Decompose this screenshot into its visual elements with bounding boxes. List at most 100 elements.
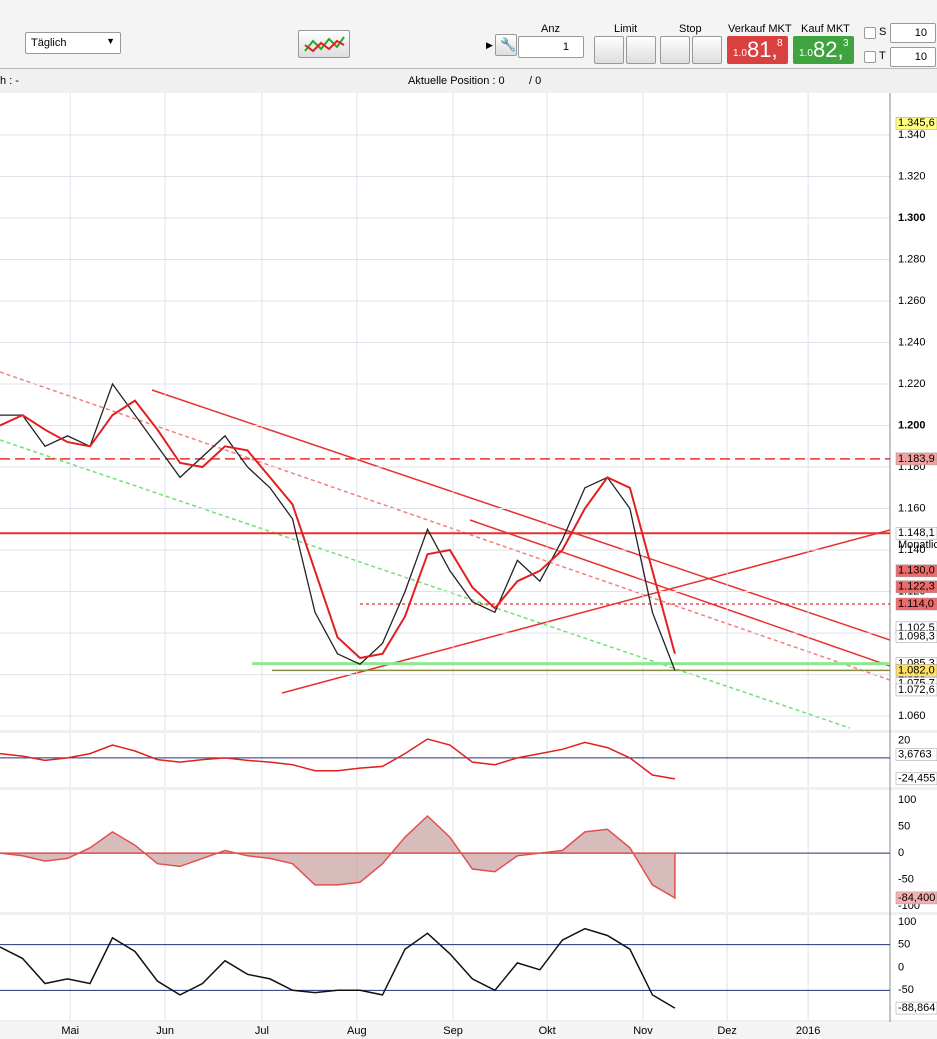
level-label: 1.345,6 [898, 117, 935, 129]
y-tick-label: 1.240 [898, 336, 926, 348]
price-prefix: 1.0 [799, 48, 813, 59]
anz-input[interactable]: 1 [518, 36, 584, 58]
t-checkbox[interactable] [864, 51, 876, 63]
y-tick-label: 0 [898, 961, 904, 973]
value-box [895, 748, 937, 761]
level-note: Monatlic [898, 539, 937, 551]
price-suffix: 8 [777, 38, 783, 49]
level-label: 1.130,0 [898, 565, 935, 577]
level-box [895, 526, 937, 540]
y-tick-label: 100 [898, 794, 916, 806]
value-box [895, 772, 937, 786]
level-label: 1.122,3 [898, 581, 935, 593]
level-label: 1.082,0 [898, 664, 935, 676]
icon [304, 36, 345, 53]
arrow: ▶ [486, 40, 493, 50]
x-tick-label: Dez [717, 1025, 737, 1037]
t-label: T [879, 50, 886, 62]
t-input[interactable]: 10 [890, 47, 936, 67]
chart-tool[interactable] [298, 30, 350, 58]
level-label: 1.114,0 [898, 598, 934, 610]
value-label: -88,864 [898, 1002, 935, 1014]
position: Aktuelle Position : 0 [408, 75, 505, 87]
x-tick-label: Okt [539, 1025, 556, 1037]
y-tick-label: 1.260 [898, 295, 926, 307]
buy-button[interactable]: 1.0 82, 3 [793, 36, 854, 64]
y-tick-label: 1.140 [898, 544, 926, 556]
level-box [895, 564, 937, 578]
level-box [895, 630, 937, 643]
x-tick-label: Nov [633, 1025, 653, 1037]
y-tick-label: 20 [898, 735, 910, 747]
oscillator-area [0, 814, 676, 900]
time-axis [0, 1022, 937, 1039]
sell-button[interactable]: 1.0 81, 8 [727, 36, 788, 64]
x-tick-label: Jul [255, 1025, 269, 1037]
y-tick-label: 50 [898, 939, 910, 951]
oscillator-line [0, 927, 676, 1009]
level-box [895, 683, 937, 697]
level-box [895, 597, 937, 611]
position-b: / 0 [529, 75, 542, 87]
y-tick-label: -50 [898, 874, 914, 886]
s-checkbox[interactable] [864, 27, 876, 39]
y-tick-label: 1.160 [898, 502, 926, 514]
level-label: 1.148,1 [898, 527, 935, 539]
trend-line [151, 389, 891, 641]
price-line [0, 399, 676, 660]
x-tick-label: Aug [347, 1025, 367, 1037]
sell-label: Verkauf MKT [728, 23, 792, 35]
x-tick-label: Sep [443, 1025, 463, 1037]
trend-line [469, 519, 891, 667]
x-tick-label: Mai [61, 1025, 79, 1037]
trend-line [0, 371, 891, 681]
panel-bg [0, 915, 937, 1020]
anz-value: 1 [562, 41, 569, 53]
arrow: ▼ [106, 36, 115, 46]
stop-buy[interactable] [660, 36, 690, 64]
price-big: 82, [813, 37, 844, 62]
value-box [895, 1001, 937, 1015]
y-tick-label: 1.300 [898, 212, 926, 224]
buy-label: Kauf MKT [801, 23, 850, 35]
icon: 🔧 [500, 37, 517, 52]
plot-bg [0, 93, 890, 730]
status-left: h : - [0, 75, 19, 87]
stop-label: Stop [679, 23, 702, 35]
trend-lines [0, 371, 891, 729]
limit-sell[interactable] [626, 36, 656, 64]
y-tick-label: 50 [898, 821, 910, 833]
value-label: -84,400 [898, 892, 935, 904]
s-input[interactable]: 10 [890, 23, 936, 43]
price-line [0, 382, 676, 671]
oscillator-line [0, 738, 676, 780]
y-tick-label: 1.200 [898, 419, 926, 431]
value-label: -24,455 [898, 773, 935, 785]
y-tick-label: 1.320 [898, 170, 926, 182]
level-box [895, 664, 937, 677]
stop-sell[interactable] [692, 36, 722, 64]
value-box [895, 891, 937, 905]
toolbar [0, 0, 937, 69]
s-label: S [879, 26, 887, 38]
trend-line [281, 529, 891, 694]
trend-line [0, 439, 851, 729]
period-select[interactable]: Täglich ▼ [25, 32, 121, 54]
s-value: 10 [914, 27, 927, 39]
t-value: 10 [914, 51, 927, 63]
x-tick-label: 2016 [796, 1025, 820, 1037]
y-tick-label: 100 [898, 916, 916, 928]
level-label: 1.183,9 [898, 453, 935, 465]
level-box [895, 580, 937, 594]
price-big: 81, [747, 37, 778, 62]
y-tick-label: 1.280 [898, 253, 926, 265]
wrench[interactable]: 🔧 [495, 34, 517, 56]
panel-bg [0, 790, 937, 912]
y-tick-label: 1.220 [898, 378, 926, 390]
limit-buy[interactable] [594, 36, 624, 64]
x-tick-label: Jun [156, 1025, 174, 1037]
y-tick-label: 0 [898, 847, 904, 859]
limit-label: Limit [614, 23, 638, 35]
